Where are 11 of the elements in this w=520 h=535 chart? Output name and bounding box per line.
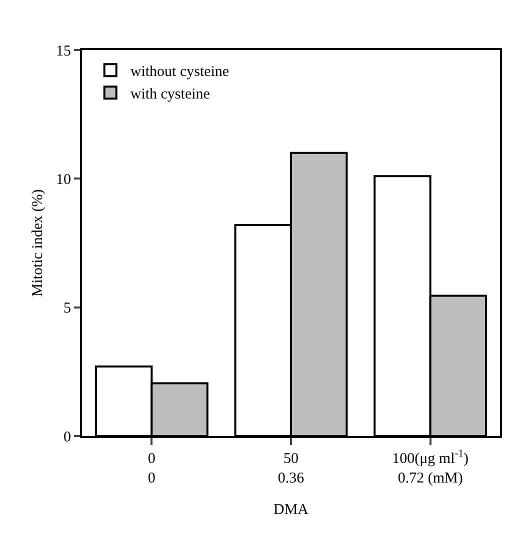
legend-label: with cysteine <box>130 86 210 102</box>
x-tick-label: 0 0 <box>148 451 156 486</box>
y-axis-title: Mitotic index (%) <box>30 189 46 297</box>
x-tick-label: 50 0.36 <box>278 451 305 486</box>
x-tick-label: 100(μg ml$^{-1}$) 0.72 (mM) <box>392 448 469 486</box>
y-tick-label: 15 <box>56 43 71 60</box>
y-tick-label: 10 <box>56 172 71 188</box>
legend-label: without cysteine <box>130 64 230 80</box>
x-axis-title: DMA <box>273 502 309 518</box>
y-tick-label: 0 <box>64 429 71 446</box>
y-tick-label: 5 <box>64 300 71 317</box>
